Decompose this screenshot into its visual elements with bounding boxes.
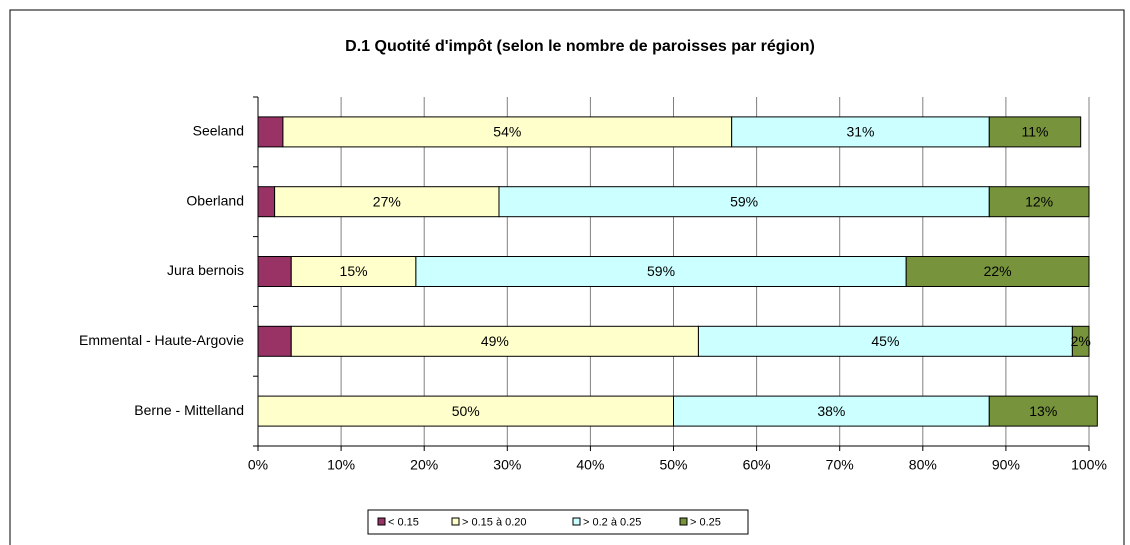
y-tick-label: Berne - Mittelland [134, 402, 244, 418]
data-label: 11% [1021, 124, 1048, 140]
y-tick-label: Jura bernois [167, 262, 244, 278]
legend-label: > 0.25 [690, 516, 721, 528]
bar-segment [257, 186, 276, 218]
y-tick-label: Emmental - Haute-Argovie [79, 332, 244, 348]
chart-title: D.1 Quotité d'impôt (selon le nombre de … [345, 38, 815, 55]
x-tick-label: 80% [909, 457, 937, 473]
data-label: 38% [817, 403, 845, 419]
bar-segment [988, 395, 1098, 427]
data-label: 13% [1029, 403, 1057, 419]
x-tick-label: 20% [410, 457, 438, 473]
x-tick-label: 30% [493, 457, 521, 473]
bar-segment [988, 116, 1082, 148]
bar-segment [1071, 325, 1090, 357]
legend-label: > 0.15 à 0.20 [462, 516, 527, 528]
data-label: 45% [871, 333, 899, 349]
legend-label: < 0.15 [388, 516, 419, 528]
data-label: 31% [846, 124, 874, 140]
data-label: 54% [493, 124, 521, 140]
data-label: 59% [647, 263, 675, 279]
data-label: 22% [984, 263, 1012, 279]
x-tick-label: 100% [1071, 457, 1107, 473]
bar-segment [257, 395, 674, 427]
x-tick-label: 60% [743, 457, 771, 473]
data-label: 50% [452, 403, 480, 419]
data-label: 15% [340, 263, 368, 279]
legend-label: > 0.2 à 0.25 [583, 516, 641, 528]
bar-segment [731, 116, 990, 148]
data-label: 12% [1025, 193, 1053, 209]
bar-segment [282, 116, 733, 148]
bar-segment [290, 325, 699, 357]
x-tick-label: 40% [576, 457, 604, 473]
x-tick-label: 70% [826, 457, 854, 473]
bar-segment [697, 325, 1073, 357]
y-tick-label: Seeland [193, 123, 244, 139]
x-tick-label: 0% [248, 457, 268, 473]
data-label: 49% [481, 333, 509, 349]
x-tick-label: 90% [992, 457, 1020, 473]
bar-segment [257, 256, 292, 287]
legend-swatch [572, 517, 581, 526]
y-tick-label: Oberland [186, 192, 244, 208]
data-label: 59% [730, 193, 758, 209]
data-label: 2% [1071, 333, 1091, 349]
bar-segment [905, 256, 1090, 287]
legend-swatch [679, 517, 688, 526]
x-tick-label: 10% [327, 457, 355, 473]
legend-swatch [451, 517, 460, 526]
data-label: 27% [373, 193, 401, 209]
bar-segment [498, 186, 990, 218]
bar-segment [274, 186, 500, 218]
legend-swatch [377, 517, 386, 526]
x-tick-label: 50% [659, 457, 687, 473]
bar-segment [988, 186, 1090, 218]
bar-segment [257, 116, 284, 148]
bar-segment [257, 325, 292, 357]
bar-segment [290, 256, 417, 287]
